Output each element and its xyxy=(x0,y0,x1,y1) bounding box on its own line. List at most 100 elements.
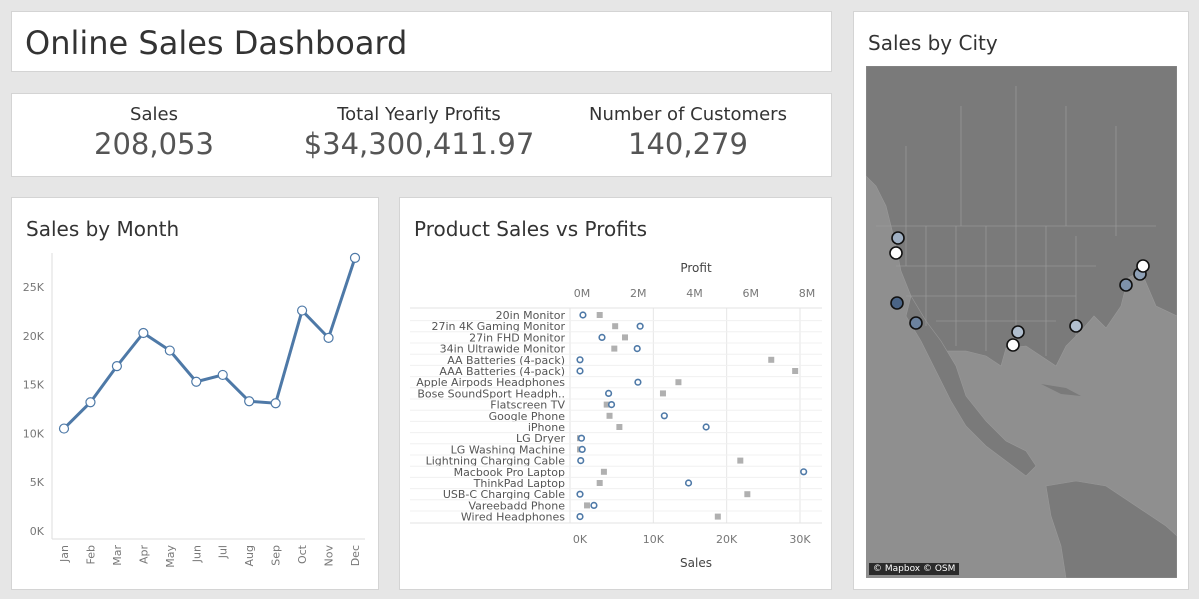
panel-title: Sales by City xyxy=(868,31,998,55)
x-tick-label: Feb xyxy=(84,545,97,564)
kpi-panel: Sales 208,053 Total Yearly Profits $34,3… xyxy=(11,93,832,177)
sales-marker xyxy=(599,335,605,341)
city-marker[interactable] xyxy=(1007,339,1019,351)
profit-marker xyxy=(715,514,721,520)
sales-marker xyxy=(703,424,709,430)
profit-marker xyxy=(660,390,666,396)
sales-marker xyxy=(801,469,807,475)
x-tick-label: Mar xyxy=(111,545,124,566)
sales-marker xyxy=(579,435,585,441)
sales-marker xyxy=(577,357,583,363)
profit-marker xyxy=(584,502,590,508)
sales-tick-label: 0K xyxy=(573,533,588,546)
sales-point xyxy=(218,370,227,379)
kpi-value: 140,279 xyxy=(558,127,818,161)
city-marker[interactable] xyxy=(892,232,904,244)
x-tick-label: Nov xyxy=(323,545,336,567)
x-tick-label: Aug xyxy=(243,545,256,566)
profit-marker xyxy=(622,334,628,340)
profit-marker xyxy=(737,458,743,464)
kpi-profits[interactable]: Total Yearly Profits $34,300,411.97 xyxy=(289,104,549,161)
city-marker[interactable] xyxy=(1137,260,1149,272)
y-tick-label: 0K xyxy=(30,525,45,538)
x-tick-label: Oct xyxy=(296,544,309,564)
product-sales-profits-panel: Product Sales vs Profits Profit 0M 2M 4M 6M 8… xyxy=(399,197,832,590)
sales-point xyxy=(298,306,307,315)
kpi-value: 208,053 xyxy=(24,127,284,161)
sales-marker xyxy=(686,480,692,486)
sales-marker xyxy=(635,379,641,385)
y-tick-label: 10K xyxy=(23,427,45,440)
sales-point xyxy=(271,399,280,408)
kpi-label: Sales xyxy=(24,104,284,125)
title-panel: Online Sales Dashboard xyxy=(11,11,832,72)
sales-tick-label: 30K xyxy=(789,533,811,546)
sales-line xyxy=(64,258,355,429)
city-marker[interactable] xyxy=(1070,320,1082,332)
sales-point xyxy=(86,398,95,407)
sales-point xyxy=(351,253,360,262)
sales-tick-label: 10K xyxy=(643,533,665,546)
profit-marker xyxy=(744,491,750,497)
sales-by-city-panel: Sales by City © Mapbox © xyxy=(853,11,1189,590)
x-tick-label: Jan xyxy=(58,545,71,563)
map-credit[interactable]: © Mapbox © OSM xyxy=(869,563,959,575)
city-map[interactable]: © Mapbox © OSM xyxy=(866,66,1177,578)
sales-marker xyxy=(577,491,583,497)
profit-marker xyxy=(675,379,681,385)
y-tick-label: 25K xyxy=(23,281,45,294)
profit-marker xyxy=(597,480,603,486)
x-tick-label: Apr xyxy=(137,545,150,565)
profit-tick-label: 2M xyxy=(630,287,647,300)
sales-marker xyxy=(609,402,615,408)
sales-marker xyxy=(606,391,612,397)
kpi-sales[interactable]: Sales 208,053 xyxy=(24,104,284,161)
profit-marker xyxy=(607,413,613,419)
profit-marker xyxy=(768,357,774,363)
sales-point xyxy=(139,328,148,337)
profit-tick-label: 6M xyxy=(743,287,760,300)
profit-tick-label: 0M xyxy=(574,287,591,300)
sales-marker xyxy=(591,503,597,509)
city-marker[interactable] xyxy=(1120,279,1132,291)
y-tick-label: 5K xyxy=(30,476,45,489)
profit-marker xyxy=(611,346,617,352)
sales-point xyxy=(60,424,69,433)
city-marker[interactable] xyxy=(910,317,922,329)
city-marker[interactable] xyxy=(890,247,902,259)
sales-marker xyxy=(579,447,585,453)
profit-marker xyxy=(597,312,603,318)
sales-marker xyxy=(637,323,643,329)
sales-point xyxy=(245,397,254,406)
profit-axis-title: Profit xyxy=(680,261,712,275)
sales-by-month-panel: Sales by Month 0K 5K 10K 15K 20K 25K Jan Feb Mar… xyxy=(11,197,379,590)
city-marker[interactable] xyxy=(891,297,903,309)
sales-point xyxy=(192,377,201,386)
product-sales-profits-chart[interactable]: Profit 0M 2M 4M 6M 8M Sales 0K 10K 20K 30K 20in Mon… xyxy=(400,198,833,591)
map-canvas xyxy=(866,66,1177,578)
sales-marker xyxy=(577,514,583,520)
product-label: Wired Headphones xyxy=(461,511,565,524)
city-marker[interactable] xyxy=(1012,326,1024,338)
sales-by-month-chart[interactable]: 0K 5K 10K 15K 20K 25K Jan Feb Mar Apr May Jun Jul Aug… xyxy=(12,198,380,591)
sales-marker xyxy=(577,368,583,374)
sales-marker xyxy=(580,312,586,318)
sales-point xyxy=(324,333,333,342)
sales-axis-title: Sales xyxy=(680,556,712,570)
y-tick-label: 15K xyxy=(23,379,45,392)
kpi-label: Number of Customers xyxy=(558,104,818,125)
dashboard-title: Online Sales Dashboard xyxy=(25,24,407,62)
profit-tick-label: 8M xyxy=(799,287,816,300)
x-tick-label: Dec xyxy=(349,545,362,566)
profit-marker xyxy=(601,469,607,475)
y-tick-label: 20K xyxy=(23,330,45,343)
profit-marker xyxy=(616,424,622,430)
kpi-label: Total Yearly Profits xyxy=(289,104,549,125)
kpi-value: $34,300,411.97 xyxy=(289,127,549,161)
sales-marker xyxy=(634,346,640,352)
kpi-customers[interactable]: Number of Customers 140,279 xyxy=(558,104,818,161)
sales-point xyxy=(112,362,121,371)
profit-marker xyxy=(612,323,618,329)
sales-marker xyxy=(578,458,584,464)
x-tick-label: Sep xyxy=(270,545,283,566)
